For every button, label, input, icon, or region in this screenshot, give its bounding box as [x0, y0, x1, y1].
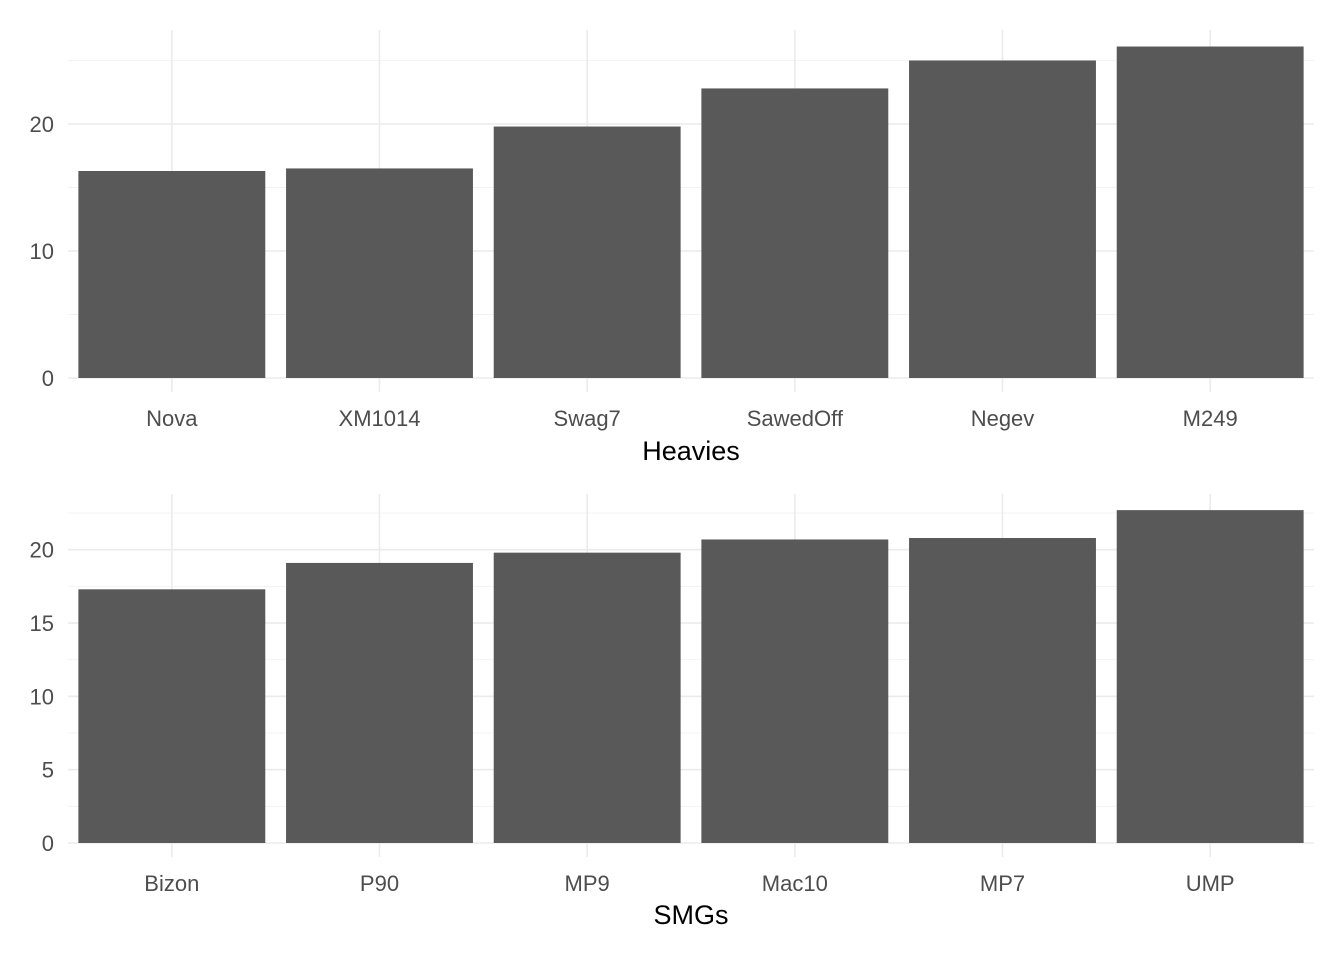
chart-panel-heavies: 0 10 20 Nova XM1014 Swag7 SawedOff Negev M249 Hea…: [30, 30, 1314, 466]
x-tick-label: P90: [360, 871, 399, 896]
x-tick-label: XM1014: [339, 406, 421, 431]
x-tick-label: M249: [1183, 406, 1238, 431]
y-tick-label: 10: [30, 239, 54, 264]
y-tick-label: 5: [42, 758, 54, 783]
y-tick-label: 20: [30, 538, 54, 563]
x-tick-label: Nova: [146, 406, 198, 431]
bar-mp7: [909, 537, 1096, 843]
y-tick-label: 15: [30, 611, 54, 636]
bar-bizon: [78, 589, 266, 843]
y-tick-label: 0: [42, 831, 54, 856]
x-tick-label: Swag7: [554, 406, 621, 431]
x-tick-label: SawedOff: [747, 406, 844, 431]
bar-sawedoff: [701, 88, 889, 379]
x-tick-label: MP9: [565, 871, 610, 896]
bar-ump: [1116, 510, 1304, 843]
bar-swag7: [493, 126, 681, 379]
x-axis-title: Heavies: [642, 436, 740, 466]
x-tick-label: Mac10: [762, 871, 828, 896]
bar-negev: [909, 60, 1096, 378]
chart-panel-smgs: 0 5 10 15 20 Bizon P90 MP9 Mac10 MP7 UMP SMGs: [30, 494, 1314, 930]
x-tick-label: Bizon: [144, 871, 199, 896]
bar-p90: [286, 562, 473, 843]
x-axis-title: SMGs: [653, 900, 728, 930]
bar-xm1014: [286, 168, 473, 378]
bar-nova: [78, 170, 266, 378]
y-tick-label: 0: [42, 366, 54, 391]
bar-mac10: [701, 539, 889, 843]
bar-m249: [1116, 46, 1304, 378]
y-tick-label: 20: [30, 112, 54, 137]
x-tick-label: UMP: [1186, 871, 1235, 896]
bar-mp9: [493, 552, 681, 843]
x-tick-label: MP7: [980, 871, 1025, 896]
x-tick-label: Negev: [971, 406, 1035, 431]
y-tick-label: 10: [30, 684, 54, 709]
